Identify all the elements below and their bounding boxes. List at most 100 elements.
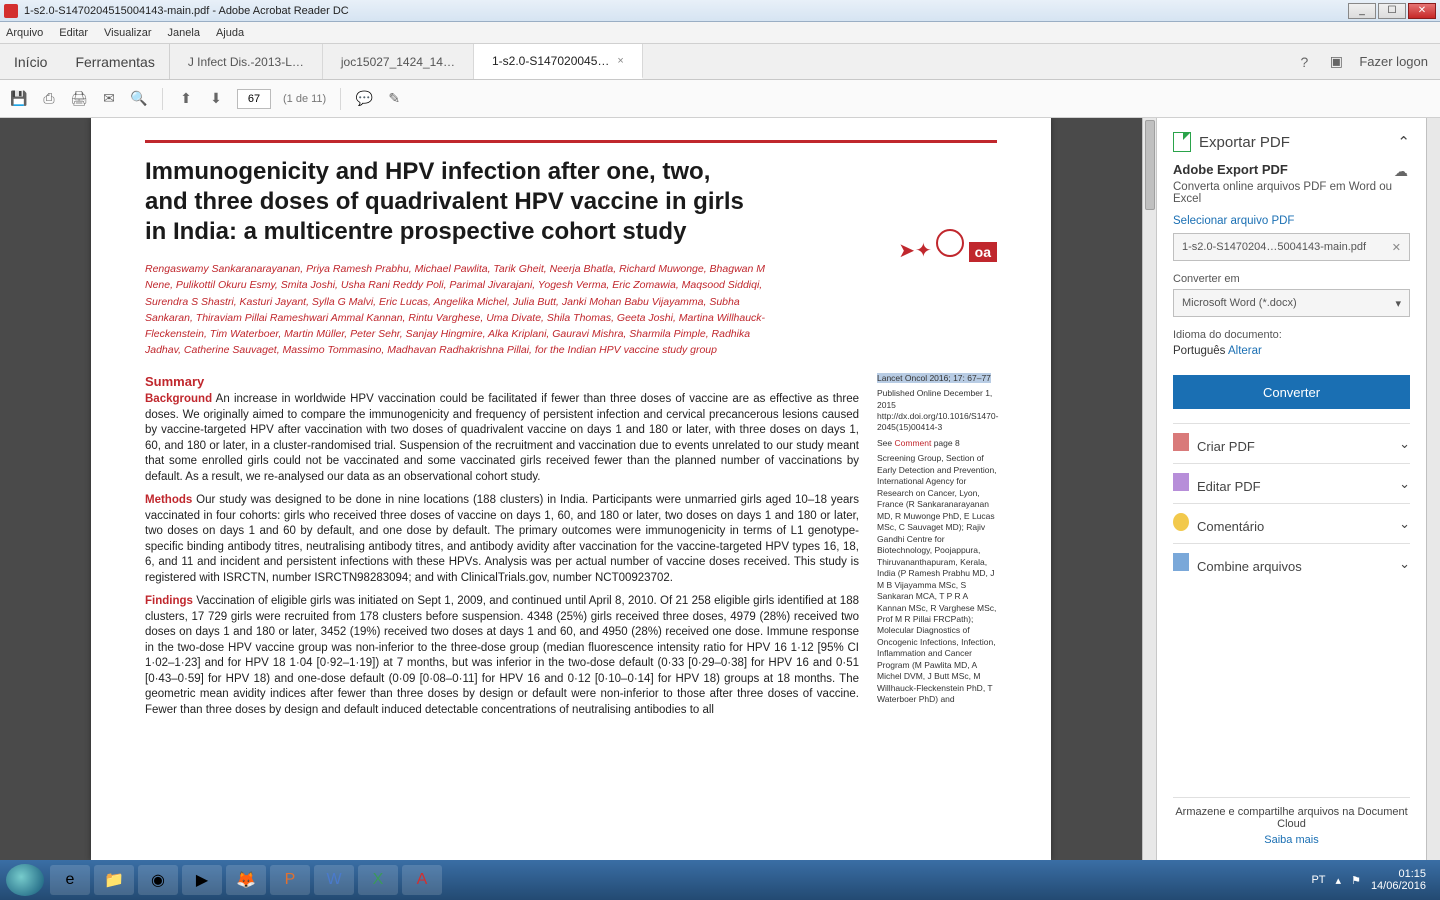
convert-button[interactable]: Converter: [1173, 375, 1410, 409]
panel-row-comment[interactable]: Comentário ⌄: [1173, 503, 1410, 543]
selected-file-name: 1-s2.0-S1470204…5004143-main.pdf: [1182, 241, 1366, 253]
select-file-link[interactable]: Selecionar arquivo PDF: [1173, 215, 1410, 227]
toolbar: 💾 ⎙ 🖨 ✉ 🔍 ⬆ ⬇ (1 de 11) 💬 ✎: [0, 80, 1440, 118]
task-explorer[interactable]: 📁: [94, 865, 134, 895]
background-label: Background: [145, 393, 212, 405]
learn-more-link[interactable]: Saiba mais: [1173, 834, 1410, 846]
task-ie[interactable]: e: [50, 865, 90, 895]
doc-tab-2[interactable]: 1-s2.0-S147020045… ×: [474, 44, 643, 79]
export-pdf-label: Exportar PDF: [1199, 134, 1290, 151]
document-scrollbar[interactable]: [1142, 118, 1156, 860]
close-button[interactable]: ✕: [1408, 3, 1436, 19]
panel-scrollbar[interactable]: [1426, 118, 1440, 860]
chevron-down-icon: ⌄: [1399, 516, 1410, 532]
convert-to-value: Microsoft Word (*.docx): [1182, 297, 1297, 309]
highlight-icon[interactable]: ✎: [385, 90, 403, 108]
panel-footer: Armazene e compartilhe arquivos na Docum…: [1173, 797, 1410, 846]
tab-home[interactable]: Início: [0, 44, 61, 79]
tab-tools[interactable]: Ferramentas: [61, 44, 169, 79]
product-name: Adobe Export PDF: [1173, 162, 1288, 177]
menubar: Arquivo Editar Visualizar Janela Ajuda: [0, 22, 1440, 44]
help-icon[interactable]: ?: [1295, 53, 1313, 71]
document-area[interactable]: ➤✦ oa Immunogenicity and HPV infection a…: [0, 118, 1142, 860]
sidebar-column: Lancet Oncol 2016; 17: 67–77 Published O…: [877, 373, 997, 727]
convert-to-select[interactable]: Microsoft Word (*.docx) ▾: [1173, 289, 1410, 317]
windows-taskbar: e 📁 ◉ ▶ 🦊 P W X A PT ▴ ⚑ 01:15 14/06/201…: [0, 860, 1440, 900]
chevron-up-icon[interactable]: ⌃: [1397, 133, 1410, 151]
chevron-down-icon: ⌄: [1399, 556, 1410, 572]
see-label: See: [877, 438, 895, 448]
close-tab-icon[interactable]: ×: [617, 55, 623, 67]
menu-view[interactable]: Visualizar: [104, 27, 152, 39]
lang-change-link[interactable]: Alterar: [1228, 345, 1262, 357]
chevron-down-icon: ⌄: [1399, 476, 1410, 492]
task-excel[interactable]: X: [358, 865, 398, 895]
tray-clock[interactable]: 01:15 14/06/2016: [1371, 868, 1426, 892]
doc-tab-label: joc15027_1424_14…: [341, 55, 455, 69]
selected-file-field[interactable]: 1-s2.0-S1470204…5004143-main.pdf ✕: [1173, 233, 1410, 261]
methods-label: Methods: [145, 494, 192, 506]
panel-row-edit[interactable]: Editar PDF⌄: [1173, 463, 1410, 503]
panel-row-label: Criar PDF: [1197, 439, 1255, 454]
save-icon[interactable]: 💾: [10, 90, 28, 108]
tools-panel: Exportar PDF ⌃ Adobe Export PDF ☁ Conver…: [1156, 118, 1426, 860]
tray-lang[interactable]: PT: [1311, 874, 1325, 886]
cloud-icon[interactable]: ☁: [1392, 163, 1410, 181]
paper-authors: Rengaswamy Sankaranarayanan, Priya Rames…: [145, 261, 785, 359]
panel-row-create[interactable]: Criar PDF⌄: [1173, 423, 1410, 463]
toolbar-divider: [162, 88, 163, 110]
pub-info: Published Online December 1, 2015 http:/…: [877, 388, 997, 434]
menu-help[interactable]: Ajuda: [216, 27, 244, 39]
doc-tab-1[interactable]: joc15027_1424_14…: [323, 44, 474, 79]
maximize-button[interactable]: ☐: [1378, 3, 1406, 19]
menu-file[interactable]: Arquivo: [6, 27, 43, 39]
doc-tab-label: J Infect Dis.-2013-L…: [188, 55, 304, 69]
scrollbar-thumb[interactable]: [1145, 120, 1155, 210]
comment-bubble-icon[interactable]: 💬: [355, 90, 373, 108]
page-up-icon[interactable]: ⬆: [177, 90, 195, 108]
chevron-down-icon: ▾: [1395, 297, 1401, 310]
combine-icon: [1173, 553, 1189, 571]
notification-icon[interactable]: ▣: [1327, 53, 1345, 71]
print-icon[interactable]: 🖨: [70, 90, 88, 108]
task-media[interactable]: ▶: [182, 865, 222, 895]
export-pdf-header[interactable]: Exportar PDF ⌃: [1173, 132, 1410, 152]
comment-link[interactable]: Comment: [895, 438, 932, 448]
create-pdf-icon: [1173, 433, 1189, 451]
findings-text: Vaccination of eligible girls was initia…: [145, 595, 859, 716]
methods-text: Our study was designed to be done in nin…: [145, 494, 859, 584]
lang-label: Idioma do documento:: [1173, 329, 1410, 341]
page-down-icon[interactable]: ⬇: [207, 90, 225, 108]
menu-edit[interactable]: Editar: [59, 27, 88, 39]
page-number-input[interactable]: [237, 89, 271, 109]
page-total: (1 de 11): [283, 93, 326, 105]
open-icon[interactable]: ⎙: [40, 90, 58, 108]
crossmark-icon[interactable]: [936, 229, 964, 257]
doc-tab-0[interactable]: J Infect Dis.-2013-L…: [170, 44, 323, 79]
toolbar-divider: [340, 88, 341, 110]
task-word[interactable]: W: [314, 865, 354, 895]
task-powerpoint[interactable]: P: [270, 865, 310, 895]
login-link[interactable]: Fazer logon: [1359, 54, 1428, 69]
tray-date: 14/06/2016: [1371, 880, 1426, 892]
panel-row-label: Comentário: [1197, 519, 1264, 534]
summary-heading: Summary: [145, 373, 859, 391]
doc-tab-label: 1-s2.0-S147020045…: [492, 54, 609, 68]
see-page: page 8: [931, 438, 959, 448]
start-button[interactable]: [6, 864, 44, 896]
app-icon: [4, 4, 18, 18]
mail-icon[interactable]: ✉: [100, 90, 118, 108]
tray-up-icon[interactable]: ▴: [1336, 874, 1342, 887]
task-chrome[interactable]: ◉: [138, 865, 178, 895]
menu-window[interactable]: Janela: [168, 27, 200, 39]
task-firefox[interactable]: 🦊: [226, 865, 266, 895]
tray-flag-icon[interactable]: ⚑: [1351, 874, 1361, 887]
minimize-button[interactable]: _: [1348, 3, 1376, 19]
findings-label: Findings: [145, 595, 193, 607]
affiliations: Screening Group, Section of Early Detect…: [877, 453, 997, 705]
panel-row-combine[interactable]: Combine arquivos⌄: [1173, 543, 1410, 583]
window-titlebar: 1-s2.0-S1470204515004143-main.pdf - Adob…: [0, 0, 1440, 22]
search-icon[interactable]: 🔍: [130, 90, 148, 108]
clear-file-icon[interactable]: ✕: [1392, 241, 1401, 254]
task-acrobat[interactable]: A: [402, 865, 442, 895]
